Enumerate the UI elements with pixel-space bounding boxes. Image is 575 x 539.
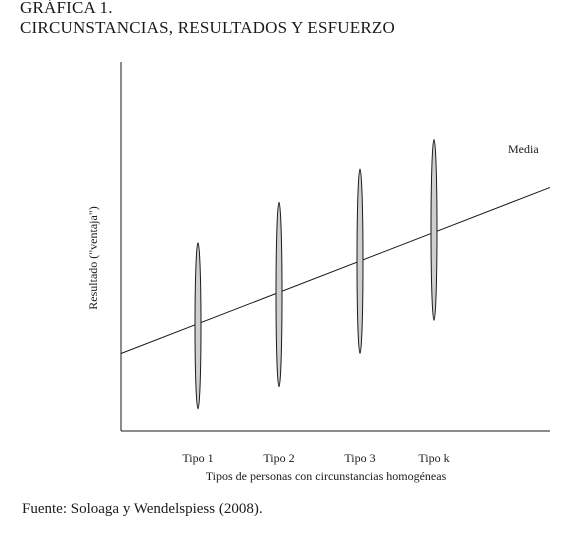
distribution-ellipse-1 <box>194 242 202 410</box>
y-axis-label: Resultado ("ventaja") <box>86 206 100 309</box>
x-tick-label: Tipo 2 <box>263 451 294 465</box>
x-axis-label: Tipos de personas con circunstancias hom… <box>206 469 447 483</box>
x-tick-label: Tipo 3 <box>344 451 375 465</box>
distribution-ellipse-4 <box>430 138 438 321</box>
x-tick-label: Tipo k <box>418 451 449 465</box>
figure-number: GRÁFICA 1. <box>20 0 113 17</box>
source-note: Fuente: Soloaga y Wendelspiess (2008). <box>22 501 263 517</box>
plot-area: Tipo 1 Tipo 2 Tipo 3 Tipo k Tipos de persona… <box>86 62 551 483</box>
x-tick-label: Tipo 1 <box>182 451 213 465</box>
series-label-media: Media <box>508 142 539 156</box>
distribution-ellipse-3 <box>356 168 364 355</box>
figure-title: CIRCUNSTANCIAS, RESULTADOS Y ESFUERZO <box>20 18 395 37</box>
figure-header: GRÁFICA 1. CIRCUNSTANCIAS, RESULTADOS Y … <box>20 0 395 38</box>
distribution-ellipse-2 <box>275 201 283 388</box>
series-line-media <box>120 186 551 354</box>
